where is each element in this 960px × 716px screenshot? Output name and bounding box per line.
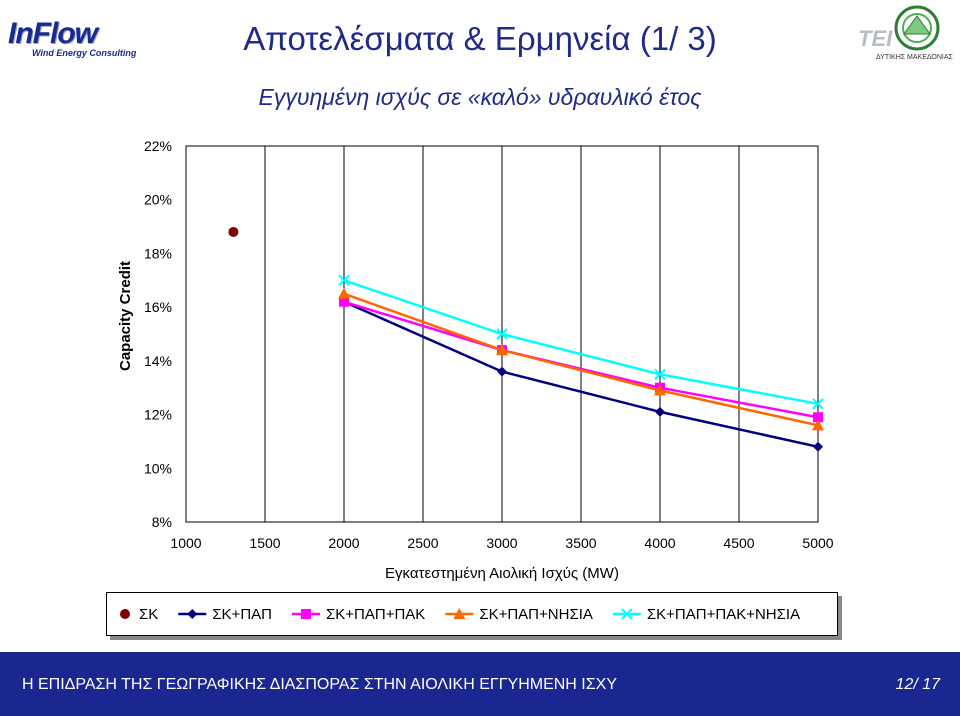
y-tick-label: 20% — [144, 192, 172, 208]
series-1-point — [655, 406, 665, 417]
chart-legend: ΣΚ ΣΚ+ΠΑΠ ΣΚ+ΠΑΠ+ΠΑΚ ΣΚ+ΠΑΠ+ΝΗΣΙΑ ΣΚ+ΠΑΠ+ΠΑΚ… — [106, 592, 838, 636]
logo-brand: InFlow — [8, 17, 98, 50]
x-tick-label: 2000 — [328, 535, 359, 551]
page-title: Αποτελέσματα & Ερμηνεία (1/ 3) — [243, 20, 717, 57]
page-number: 12/ 17 — [895, 676, 940, 693]
series-4-point — [496, 328, 508, 340]
x-tick-label: 1500 — [249, 535, 280, 551]
x-tick-label: 5000 — [802, 535, 833, 551]
y-tick-label: 12% — [144, 407, 172, 423]
legend-entry-3-marker — [453, 608, 466, 619]
series-1-point — [497, 366, 507, 377]
tei-logo: TEI ΔΥΤΙΚΗΣ ΜΑΚΕΔΟΝΙΑΣ — [858, 4, 954, 66]
page-subtitle: Εγγυημένη ισχύς σε «καλό» υδραυλικό έτος — [258, 84, 702, 110]
legend-entry-4-label: ΣΚ+ΠΑΠ+ΠΑΚ+ΝΗΣΙΑ — [647, 606, 800, 623]
x-tick-label: 4000 — [644, 535, 675, 551]
series-4-point — [812, 398, 824, 410]
y-axis-label: Capacity Credit — [117, 261, 134, 371]
series-3-point — [338, 287, 350, 299]
y-tick-label: 14% — [144, 353, 172, 369]
y-tick-label: 10% — [144, 460, 172, 476]
legend-entry-0-marker — [120, 609, 130, 619]
footer-text: Η ΕΠΙΔΡΑΣΗ ΤΗΣ ΓΕΩΓΡΑΦΙΚΗΣ ΔΙΑΣΠΟΡΑΣ ΣΤΗ… — [22, 676, 617, 693]
legend-entry-0-label: ΣΚ — [139, 606, 158, 623]
y-tick-label: 16% — [144, 299, 172, 315]
series-3-point — [496, 344, 508, 356]
logo-tagline: Wind Energy Consulting — [32, 48, 137, 58]
capacity-credit-chart: 8% 10% 12% 14% 16% 18% 20% 22% 1000 1500 2000 2500 3… — [117, 138, 834, 582]
x-tick-label: 1000 — [170, 535, 201, 551]
legend-entry-4-marker — [621, 608, 633, 620]
legend-entry-2-marker — [301, 609, 311, 619]
series-4-line — [343, 279, 819, 406]
legend-entry-2-label: ΣΚ+ΠΑΠ+ΠΑΚ — [326, 606, 425, 623]
x-tick-label: 3000 — [486, 535, 517, 551]
series-1-line — [343, 300, 819, 449]
y-tick-label: 18% — [144, 245, 172, 261]
tei-logo-text: TEI — [858, 26, 893, 51]
tei-logo-subtitle: ΔΥΤΙΚΗΣ ΜΑΚΕΔΟΝΙΑΣ — [876, 54, 953, 61]
y-tick-label: 8% — [152, 514, 172, 530]
legend-entry-1-marker — [187, 609, 198, 619]
series-3-line — [343, 292, 819, 427]
y-tick-label: 22% — [144, 138, 172, 154]
series-4-point — [338, 274, 350, 286]
inflow-logo: InFlow Wind Energy Consulting — [8, 17, 158, 59]
series-2-point — [813, 412, 823, 423]
series-1-point — [813, 441, 823, 452]
x-tick-label: 2500 — [407, 535, 438, 551]
legend-entry-3-label: ΣΚ+ΠΑΠ+ΝΗΣΙΑ — [479, 606, 593, 623]
series-2-line — [343, 300, 819, 419]
x-axis-label: Εγκατεστημένη Αιολική Ισχύς (MW) — [385, 565, 619, 582]
series-0-point — [228, 226, 239, 237]
x-tick-label: 4500 — [723, 535, 754, 551]
footer-bar: Η ΕΠΙΔΡΑΣΗ ΤΗΣ ΓΕΩΓΡΑΦΙΚΗΣ ΔΙΑΣΠΟΡΑΣ ΣΤΗ… — [0, 652, 960, 716]
series-3-point — [812, 419, 824, 431]
x-tick-label: 3500 — [565, 535, 596, 551]
series-2-point — [339, 296, 349, 307]
legend-entry-1-label: ΣΚ+ΠΑΠ — [212, 606, 272, 623]
tei-emblem-icon — [894, 5, 940, 51]
series-3-point — [654, 384, 666, 396]
series-4-point — [654, 368, 666, 380]
